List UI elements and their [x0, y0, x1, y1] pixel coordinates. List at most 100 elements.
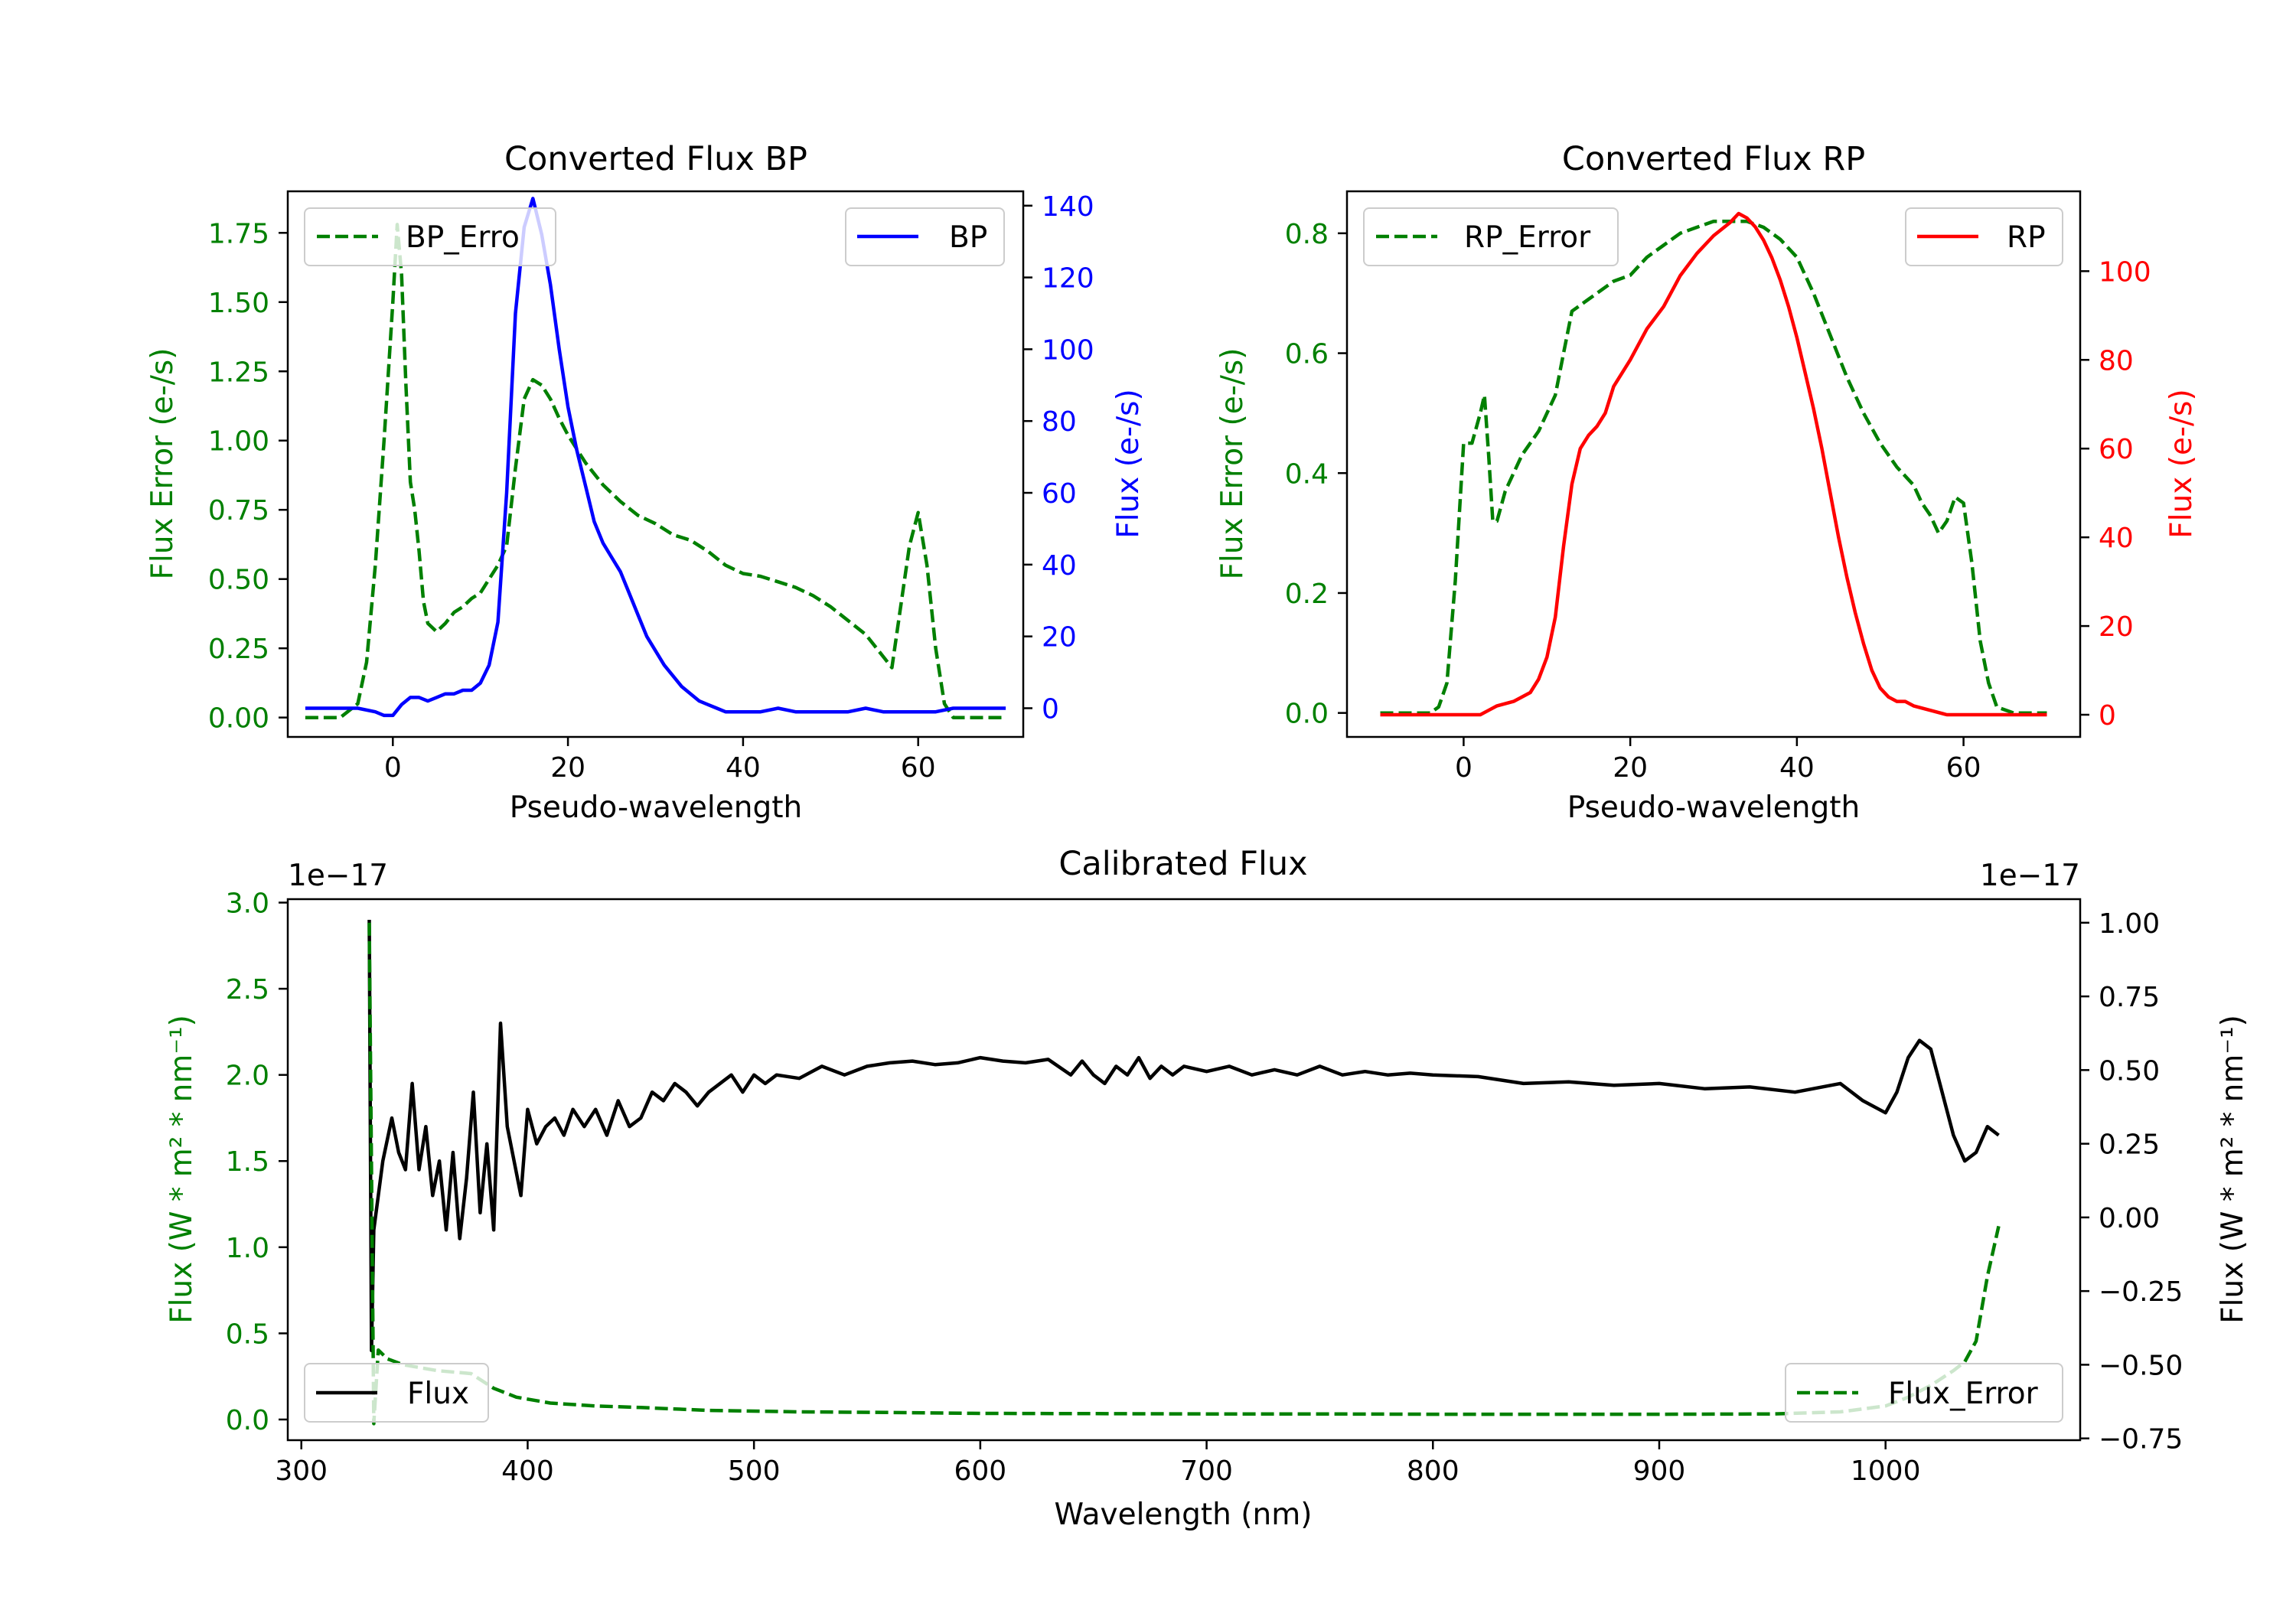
bp-chart-title: Converted Flux BP	[504, 140, 807, 178]
bp-left-y-tick-label: 1.75	[208, 218, 269, 249]
calibrated-x-tick-label: 400	[501, 1455, 554, 1487]
calibrated-x-axis: 300 400 500 600 700 800 900 1000	[275, 1440, 1921, 1487]
bp-right-y-axis-label: Flux (e-/s)	[1111, 389, 1146, 538]
rp-error-legend: RP_Error	[1363, 207, 1619, 266]
bp-right-y-axis: 0 20 40 60 80 100 120 140	[1023, 191, 1094, 725]
rp-x-axis-label: Pseudo-wavelength	[1567, 790, 1860, 825]
calibrated-left-y-axis: 0.0 0.5 1.0 1.5 2.0 2.5 3.0	[226, 888, 288, 1436]
calibrated-x-tick-label: 900	[1633, 1455, 1686, 1487]
rp-left-y-tick-label: 0.4	[1285, 458, 1329, 490]
calibrated-error-legend-label: Flux_Error	[1888, 1377, 2039, 1411]
bp-x-tick-label: 40	[726, 752, 761, 784]
calibrated-flux-legend: Flux	[304, 1363, 489, 1423]
rp-right-y-tick-label: 80	[2099, 345, 2134, 376]
rp-right-y-axis-label: Flux (e-/s)	[2164, 389, 2199, 538]
panel-calibrated-flux: Calibrated Flux 1e−17 1e−17 300 400 500 600…	[165, 845, 2250, 1532]
calibrated-left-y-tick-label: 1.5	[226, 1146, 269, 1178]
rp-left-y-tick-label: 0.0	[1285, 699, 1329, 730]
bp-left-y-tick-label: 0.50	[208, 565, 269, 596]
calibrated-right-y-axis: −0.75 −0.50 −0.25 0.00 0.25 0.50 0.75 1.00	[2080, 908, 2183, 1455]
bp-right-y-tick-label: 120	[1042, 263, 1094, 295]
rp-x-tick-label: 60	[1946, 752, 1981, 784]
calibrated-right-y-tick-label: 0.50	[2099, 1055, 2160, 1087]
calibrated-x-tick-label: 500	[728, 1455, 781, 1487]
bp-error-legend-label: BP_Erro	[406, 220, 520, 255]
calibrated-x-tick-label: 1000	[1851, 1455, 1921, 1487]
calibrated-left-y-tick-label: 1.0	[226, 1233, 269, 1264]
calibrated-right-y-tick-label: 1.00	[2099, 908, 2160, 940]
rp-flux-legend-label: RP	[2007, 220, 2046, 255]
rp-series-layer	[1380, 211, 2047, 717]
calibrated-left-offset-label: 1e−17	[288, 859, 388, 893]
panel-converted-flux-bp: Converted Flux BP 0 20 40 60 0.00 0.25 0.50 0.…	[145, 140, 1146, 825]
bp-left-y-tick-label: 1.50	[208, 288, 269, 319]
rp-x-axis: 0 20 40 60	[1455, 737, 1981, 784]
bp-right-y-tick-label: 40	[1042, 550, 1077, 582]
calibrated-series-flux-line	[367, 919, 2000, 1353]
calibrated-flux-legend-label: Flux	[407, 1377, 469, 1411]
rp-flux-legend: RP	[1905, 207, 2063, 266]
calibrated-x-tick-label: 700	[1180, 1455, 1233, 1487]
calibrated-left-y-tick-label: 0.0	[226, 1405, 269, 1436]
calibrated-left-y-tick-label: 3.0	[226, 888, 269, 920]
rp-left-y-tick-label: 0.6	[1285, 339, 1329, 370]
panel-converted-flux-rp: Converted Flux RP 0 20 40 60 0.0 0.2 0.4 0.6 0.…	[1215, 140, 2199, 825]
rp-x-tick-label: 40	[1779, 752, 1815, 784]
bp-series-bp-error-line	[305, 223, 1006, 719]
bp-x-axis-label: Pseudo-wavelength	[510, 790, 802, 825]
calibrated-right-y-tick-label: 0.75	[2099, 982, 2160, 1013]
rp-chart-title: Converted Flux RP	[1562, 140, 1865, 178]
calibrated-right-y-tick-label: 0.00	[2099, 1203, 2160, 1234]
rp-right-y-tick-label: 100	[2099, 256, 2151, 288]
rp-series-rp-error-line	[1380, 219, 2047, 715]
calibrated-right-y-tick-label: −0.75	[2099, 1424, 2183, 1455]
rp-right-y-axis: 0 20 40 60 80 100	[2080, 256, 2151, 732]
bp-series-layer	[305, 197, 1006, 719]
calibrated-chart-title: Calibrated Flux	[1058, 845, 1307, 883]
calibrated-right-y-tick-label: −0.25	[2099, 1276, 2183, 1308]
rp-x-tick-label: 0	[1455, 752, 1473, 784]
bp-left-y-tick-label: 0.75	[208, 495, 269, 526]
rp-right-y-tick-label: 0	[2099, 700, 2116, 732]
rp-left-y-tick-label: 0.8	[1285, 219, 1329, 250]
bp-right-y-tick-label: 20	[1042, 622, 1077, 654]
rp-right-y-tick-label: 60	[2099, 434, 2134, 465]
bp-left-y-tick-label: 1.00	[208, 426, 269, 458]
calibrated-left-y-tick-label: 2.0	[226, 1061, 269, 1092]
rp-right-y-tick-label: 20	[2099, 611, 2134, 643]
bp-left-y-tick-label: 0.25	[208, 634, 269, 665]
calibrated-right-y-tick-label: −0.50	[2099, 1350, 2183, 1381]
bp-x-axis: 0 20 40 60	[384, 737, 936, 784]
calibrated-right-offset-label: 1e−17	[1980, 859, 2080, 893]
bp-plot-frame	[286, 190, 1025, 738]
bp-series-bp-line	[305, 197, 1006, 718]
rp-left-y-axis-label: Flux Error (e-/s)	[1215, 348, 1250, 580]
bp-right-y-tick-label: 60	[1042, 478, 1077, 510]
bp-x-tick-label: 60	[901, 752, 936, 784]
bp-right-y-tick-label: 140	[1042, 191, 1094, 223]
calibrated-x-axis-label: Wavelength (nm)	[1055, 1498, 1313, 1532]
bp-left-y-axis-label: Flux Error (e-/s)	[145, 348, 180, 580]
rp-error-legend-label: RP_Error	[1464, 220, 1591, 255]
calibrated-left-y-tick-label: 0.5	[226, 1319, 269, 1350]
rp-left-y-tick-label: 0.2	[1285, 579, 1329, 610]
calibrated-plot-frame	[286, 898, 2082, 1442]
calibrated-left-y-axis-label: Flux (W * m² * nm⁻¹)	[165, 1015, 199, 1324]
rp-right-y-tick-label: 40	[2099, 523, 2134, 554]
calibrated-x-tick-label: 600	[954, 1455, 1007, 1487]
calibrated-x-tick-label: 300	[275, 1455, 328, 1487]
calibrated-x-tick-label: 800	[1407, 1455, 1459, 1487]
bp-left-y-tick-label: 0.00	[208, 703, 269, 735]
bp-error-legend: BP_Erro	[304, 207, 556, 266]
calibrated-right-y-tick-label: 0.25	[2099, 1129, 2160, 1161]
calibrated-left-y-tick-label: 2.5	[226, 974, 269, 1006]
bp-right-y-tick-label: 80	[1042, 406, 1077, 438]
bp-right-y-tick-label: 0	[1042, 693, 1059, 725]
bp-flux-legend: BP	[845, 207, 1005, 266]
bp-x-tick-label: 0	[384, 752, 402, 784]
calibrated-error-legend: Flux_Error	[1785, 1363, 2063, 1423]
bp-right-y-tick-label: 100	[1042, 334, 1094, 366]
bp-left-y-axis: 0.00 0.25 0.50 0.75 1.00 1.25 1.50 1.75	[208, 218, 288, 735]
